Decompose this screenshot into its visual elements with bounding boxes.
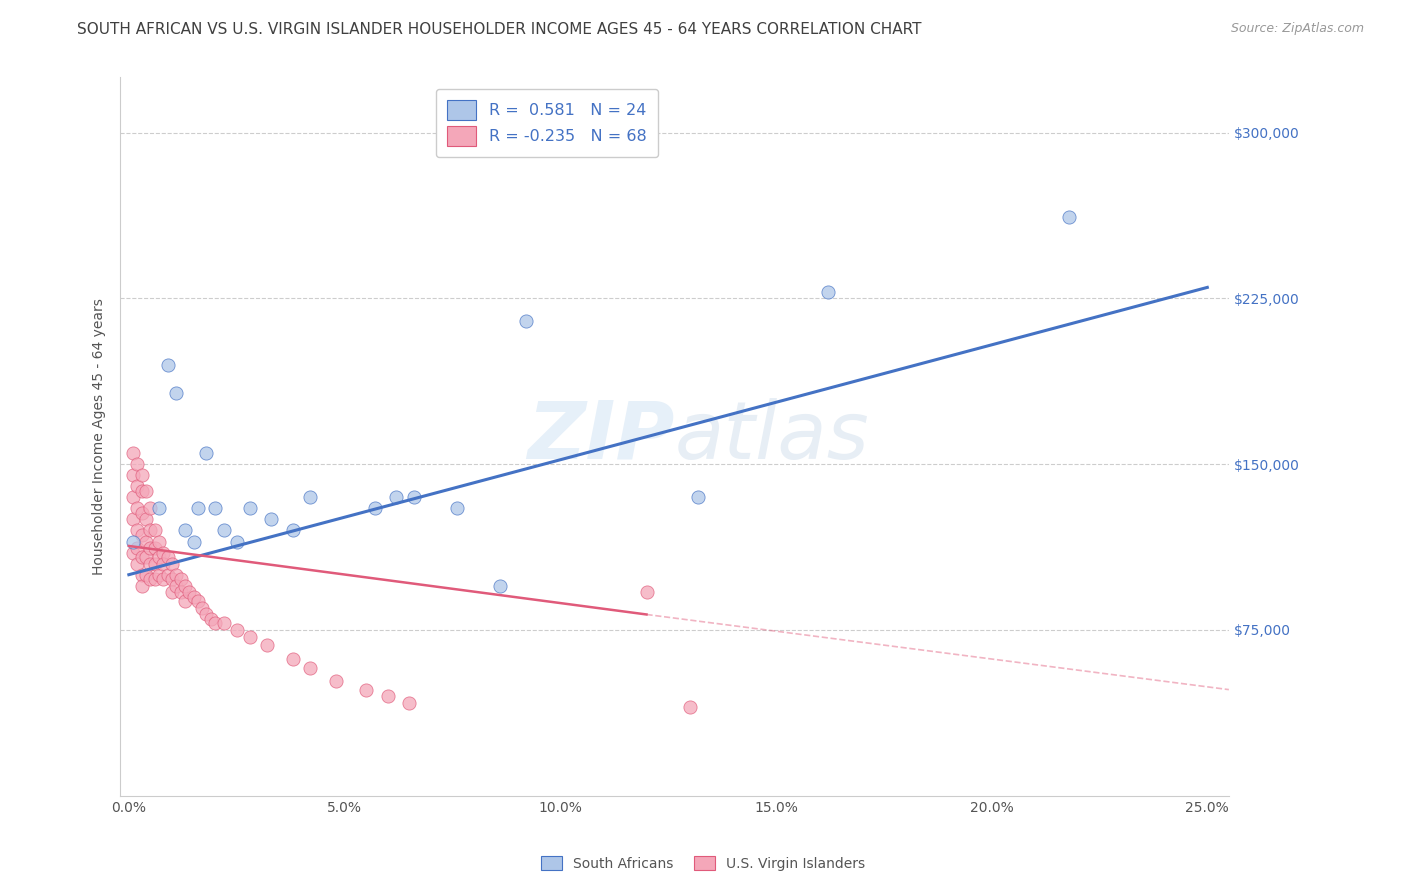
Point — [131, 506, 153, 520]
Point — [160, 572, 183, 586]
Point — [398, 696, 420, 710]
Point — [152, 546, 174, 560]
Point — [160, 557, 183, 571]
Point — [169, 585, 191, 599]
Point — [195, 607, 218, 622]
Point — [139, 524, 162, 538]
Point — [143, 524, 166, 538]
Point — [183, 534, 205, 549]
Point — [299, 660, 322, 674]
Point — [131, 567, 153, 582]
Point — [174, 594, 197, 608]
Point — [139, 501, 162, 516]
Point — [122, 446, 145, 460]
Point — [139, 541, 162, 556]
Point — [364, 501, 387, 516]
Point — [174, 524, 197, 538]
Point — [679, 700, 702, 714]
Text: Source: ZipAtlas.com: Source: ZipAtlas.com — [1230, 22, 1364, 36]
Point — [131, 483, 153, 498]
Point — [179, 585, 201, 599]
Point — [148, 534, 170, 549]
Point — [212, 616, 235, 631]
Point — [169, 572, 191, 586]
Y-axis label: Householder Income Ages 45 - 64 years: Householder Income Ages 45 - 64 years — [93, 298, 107, 575]
Point — [131, 579, 153, 593]
Point — [195, 446, 218, 460]
Point — [135, 483, 157, 498]
Point — [165, 386, 187, 401]
Point — [152, 572, 174, 586]
Point — [385, 491, 408, 505]
Point — [1057, 210, 1080, 224]
Point — [122, 534, 145, 549]
Legend: South Africans, U.S. Virgin Islanders: South Africans, U.S. Virgin Islanders — [536, 850, 870, 876]
Point — [143, 541, 166, 556]
Point — [156, 567, 179, 582]
Point — [239, 501, 262, 516]
Point — [204, 616, 226, 631]
Point — [183, 590, 205, 604]
Point — [402, 491, 425, 505]
Text: atlas: atlas — [675, 398, 869, 475]
Point — [204, 501, 226, 516]
Point — [191, 600, 214, 615]
Point — [148, 501, 170, 516]
Point — [212, 524, 235, 538]
Point — [148, 549, 170, 564]
Point — [122, 512, 145, 526]
Point — [817, 285, 839, 299]
Point — [127, 524, 149, 538]
Point — [139, 557, 162, 571]
Point — [135, 567, 157, 582]
Point — [165, 567, 187, 582]
Point — [515, 313, 537, 327]
Point — [225, 534, 247, 549]
Point — [636, 585, 658, 599]
Point — [239, 630, 262, 644]
Point — [139, 572, 162, 586]
Point — [122, 468, 145, 483]
Point — [260, 512, 283, 526]
Point — [354, 682, 377, 697]
Point — [174, 579, 197, 593]
Point — [131, 549, 153, 564]
Point — [131, 468, 153, 483]
Point — [377, 690, 399, 704]
Point — [122, 491, 145, 505]
Point — [127, 557, 149, 571]
Point — [165, 579, 187, 593]
Point — [160, 585, 183, 599]
Point — [281, 524, 304, 538]
Point — [187, 594, 209, 608]
Point — [143, 572, 166, 586]
Point — [122, 546, 145, 560]
Point — [688, 491, 710, 505]
Text: SOUTH AFRICAN VS U.S. VIRGIN ISLANDER HOUSEHOLDER INCOME AGES 45 - 64 YEARS CORR: SOUTH AFRICAN VS U.S. VIRGIN ISLANDER HO… — [77, 22, 922, 37]
Point — [135, 549, 157, 564]
Point — [325, 673, 347, 688]
Point — [299, 491, 322, 505]
Point — [148, 567, 170, 582]
Point — [225, 623, 247, 637]
Point — [200, 612, 222, 626]
Point — [143, 557, 166, 571]
Point — [131, 528, 153, 542]
Point — [489, 579, 512, 593]
Point — [156, 549, 179, 564]
Point — [187, 501, 209, 516]
Point — [127, 479, 149, 493]
Point — [256, 639, 278, 653]
Point — [127, 457, 149, 471]
Point — [446, 501, 468, 516]
Point — [152, 557, 174, 571]
Point — [127, 541, 149, 556]
Point — [127, 501, 149, 516]
Point — [281, 651, 304, 665]
Legend: R =  0.581   N = 24, R = -0.235   N = 68: R = 0.581 N = 24, R = -0.235 N = 68 — [436, 89, 658, 157]
Point — [135, 534, 157, 549]
Text: ZIP: ZIP — [527, 398, 675, 475]
Point — [135, 512, 157, 526]
Point — [156, 358, 179, 372]
